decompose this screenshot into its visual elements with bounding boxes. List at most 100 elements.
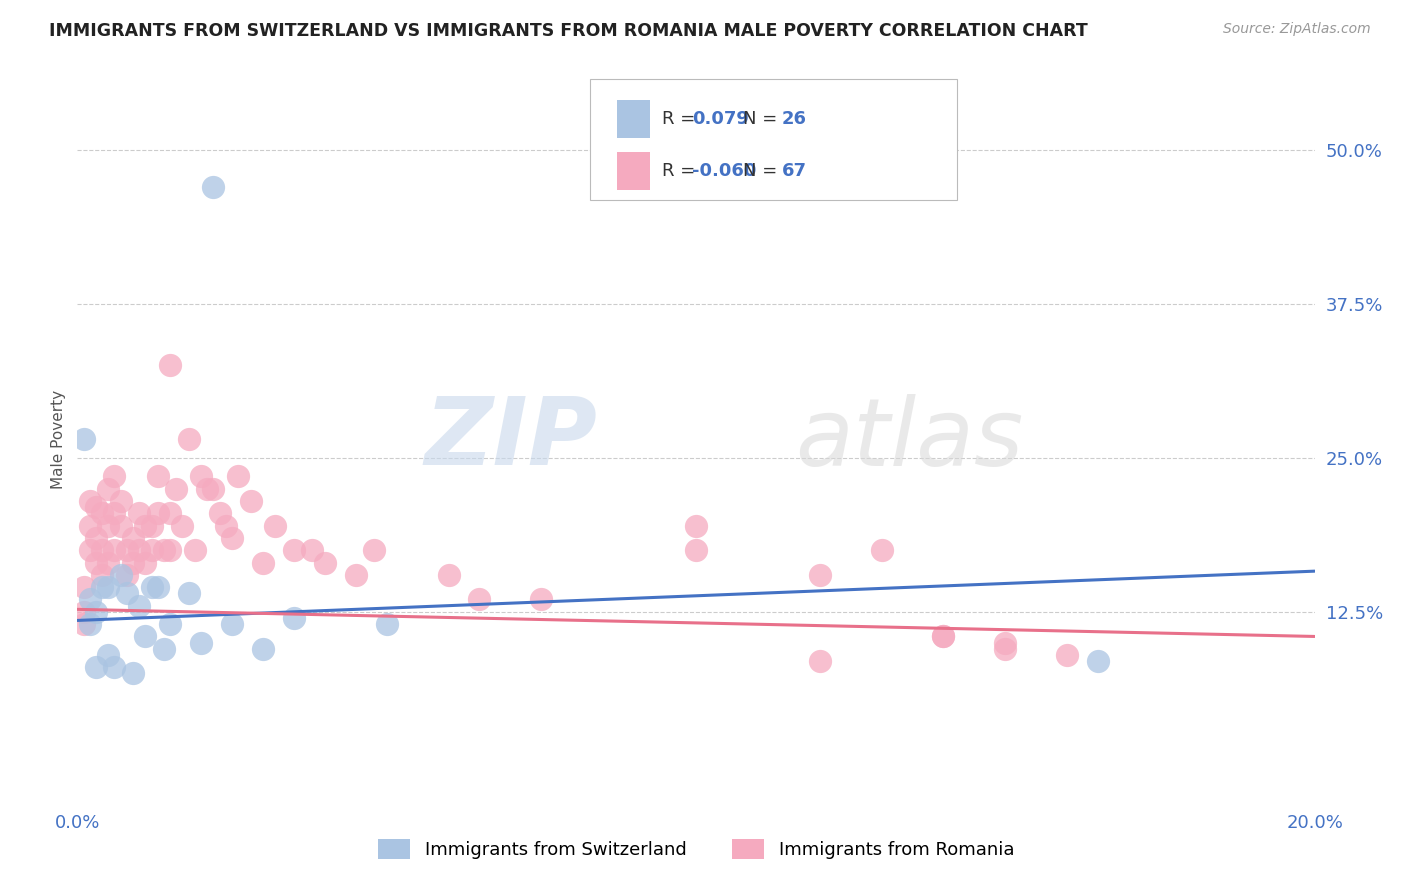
Point [115,567,138,582]
Point [159,617,181,632]
Point [84,556,107,570]
Point [239,494,262,508]
Point [128,506,150,520]
Point [808,654,831,668]
Point [91,506,114,520]
Point [190,635,212,649]
Point [146,580,169,594]
Point [146,506,169,520]
Point [122,556,145,570]
Point [1056,648,1078,662]
Point [79,494,101,508]
Point [97,580,120,594]
Point [226,469,249,483]
Point [79,543,101,558]
Point [122,531,145,545]
Point [685,518,707,533]
Point [301,543,323,558]
Point [79,592,101,607]
Point [128,543,150,558]
Point [159,359,181,373]
Text: Source: ZipAtlas.com: Source: ZipAtlas.com [1223,22,1371,37]
Point [208,506,231,520]
Point [375,617,398,632]
Point [1087,654,1109,668]
Point [165,482,187,496]
Point [110,567,132,582]
Point [103,506,125,520]
Point [264,518,287,533]
Point [141,543,163,558]
Point [103,660,125,674]
Point [72,605,94,619]
Point [159,543,181,558]
Point [84,660,107,674]
Point [252,641,274,656]
Y-axis label: Male Poverty: Male Poverty [51,390,66,489]
Point [202,179,225,194]
Point [685,543,707,558]
Point [283,611,305,625]
Point [184,543,207,558]
Point [72,433,94,447]
Point [932,630,955,644]
Point [110,518,132,533]
Point [115,586,138,600]
Point [84,500,107,514]
Point [141,518,163,533]
Text: 0.079: 0.079 [692,110,749,128]
Point [437,567,460,582]
Point [283,543,305,558]
Text: atlas: atlas [794,393,1024,485]
Point [97,518,120,533]
Point [97,482,120,496]
Point [172,518,194,533]
Text: N =: N = [744,162,783,180]
Text: 67: 67 [782,162,807,180]
Point [146,469,169,483]
Point [91,567,114,582]
Point [468,592,491,607]
Point [84,531,107,545]
Point [363,543,385,558]
Point [314,556,336,570]
Text: -0.060: -0.060 [692,162,756,180]
Point [221,531,243,545]
Text: IMMIGRANTS FROM SWITZERLAND VS IMMIGRANTS FROM ROMANIA MALE POVERTY CORRELATION : IMMIGRANTS FROM SWITZERLAND VS IMMIGRANT… [49,22,1088,40]
Text: R =: R = [662,110,702,128]
Point [91,543,114,558]
Point [72,617,94,632]
Point [808,567,831,582]
Point [177,586,200,600]
Point [110,494,132,508]
Point [190,469,212,483]
Point [994,635,1017,649]
Point [128,599,150,613]
Point [134,556,156,570]
Point [344,567,367,582]
Point [215,518,238,533]
Legend: Immigrants from Switzerland, Immigrants from Romania: Immigrants from Switzerland, Immigrants … [371,832,1021,866]
Point [97,556,120,570]
Text: R =: R = [662,162,702,180]
Text: N =: N = [744,110,783,128]
Point [195,482,218,496]
Point [103,543,125,558]
Point [202,482,225,496]
Point [134,518,156,533]
Point [134,630,156,644]
Point [932,630,955,644]
Point [72,580,94,594]
Text: 26: 26 [782,110,807,128]
Point [252,556,274,570]
Point [159,506,181,520]
Point [103,469,125,483]
Point [141,580,163,594]
Point [994,641,1017,656]
Point [122,666,145,681]
Point [870,543,893,558]
Point [221,617,243,632]
Point [115,543,138,558]
Point [84,605,107,619]
Point [79,518,101,533]
